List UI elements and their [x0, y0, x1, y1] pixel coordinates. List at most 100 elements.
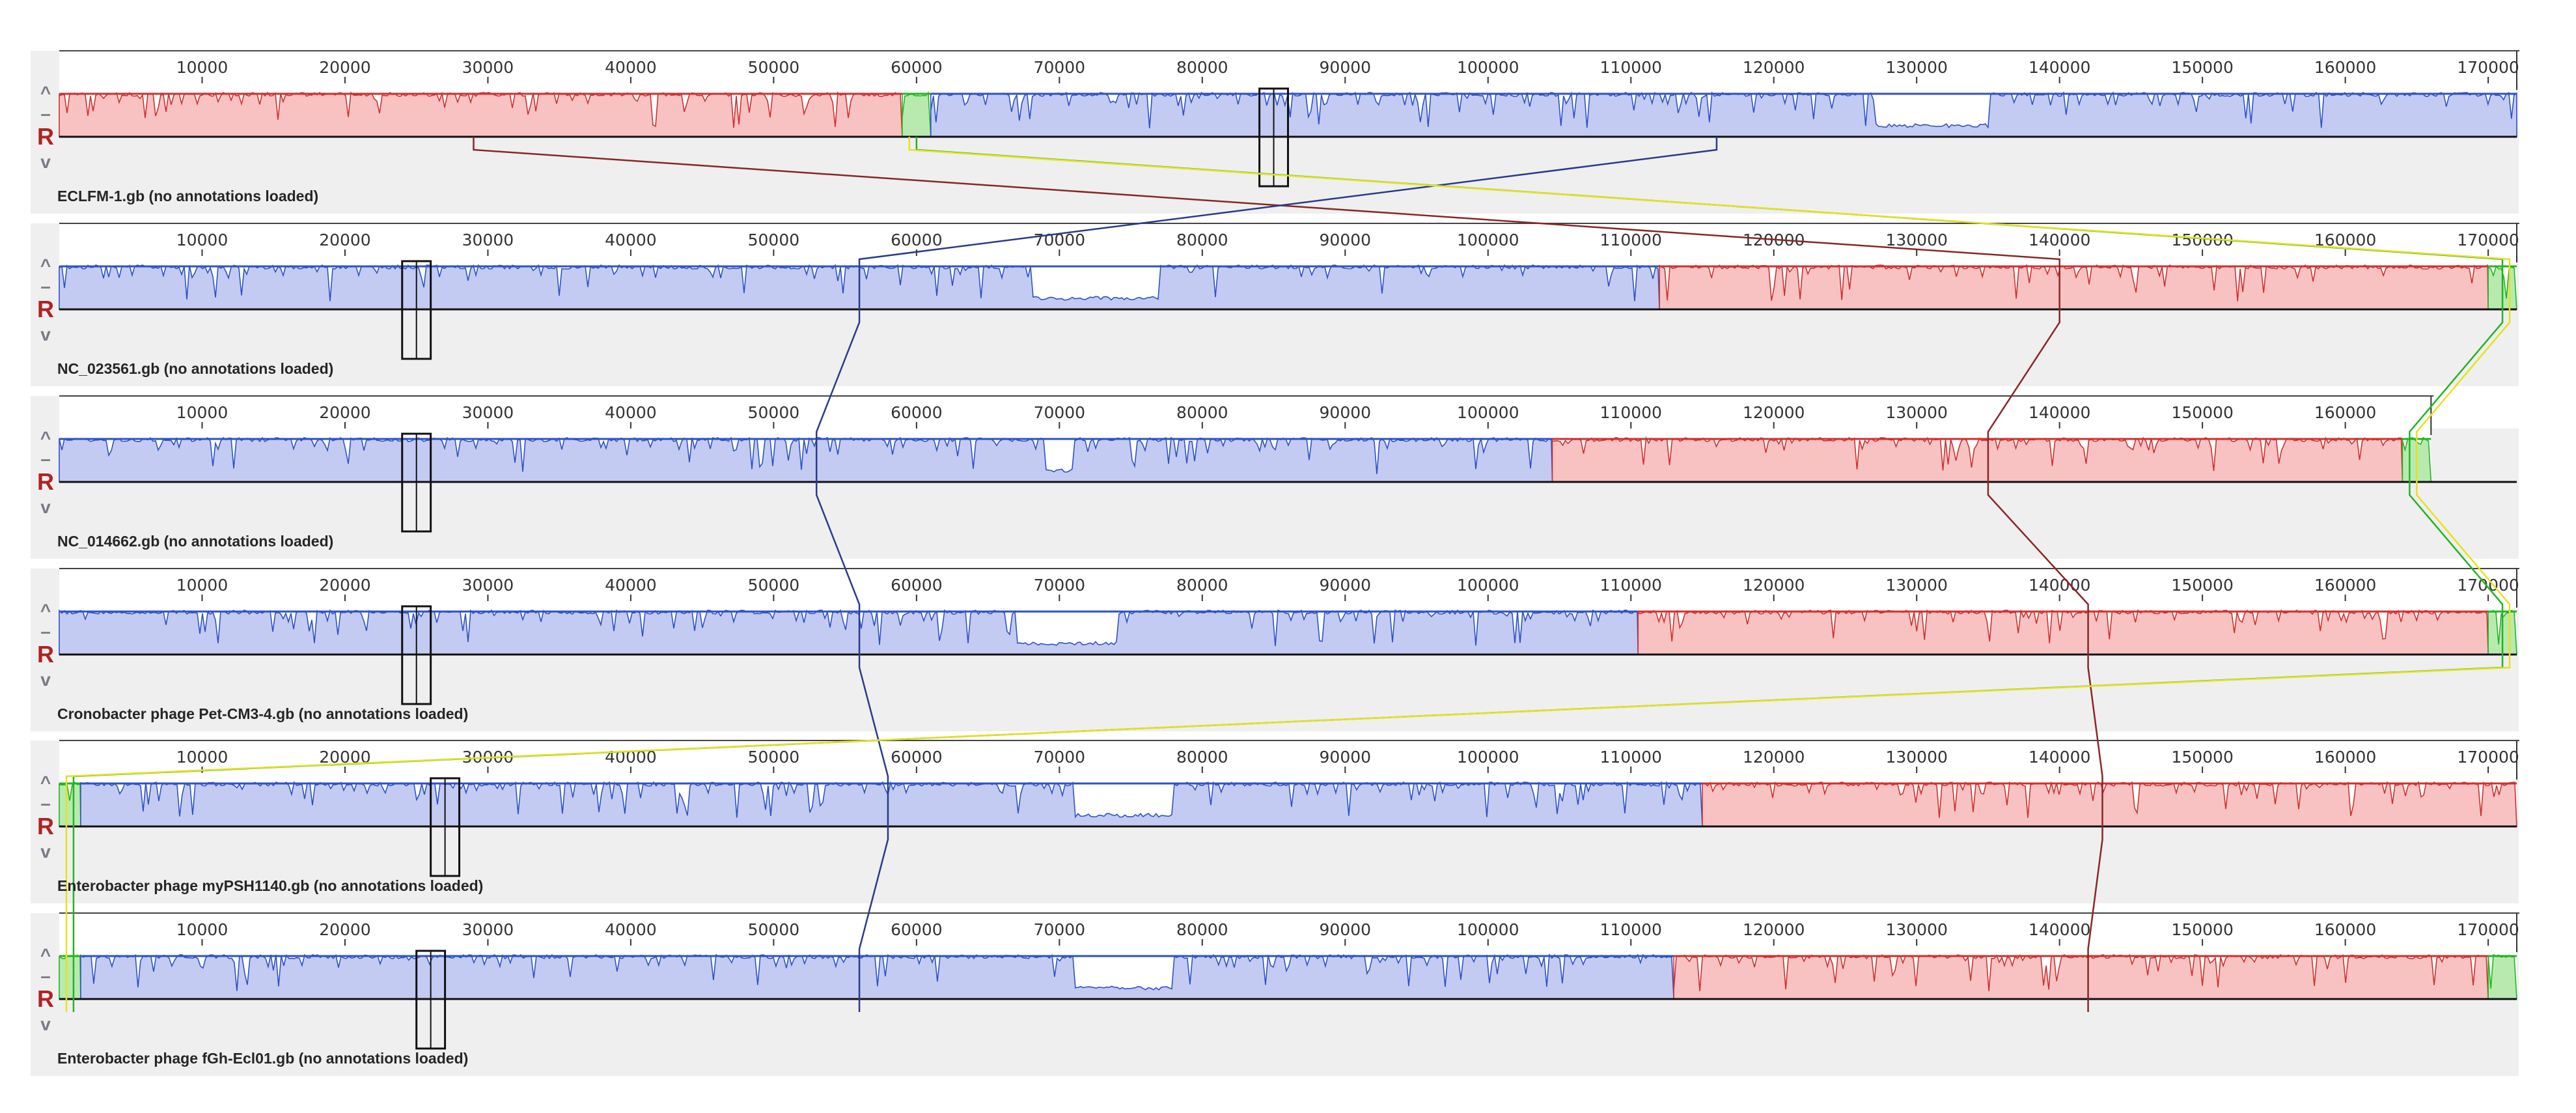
expand-up-icon[interactable]: ^ [40, 945, 51, 965]
minus-icon[interactable]: – [40, 966, 51, 986]
ruler-tick-label: 170000 [2457, 58, 2519, 77]
collapse-down-icon[interactable]: v [40, 1014, 51, 1034]
expand-up-icon[interactable]: ^ [40, 772, 51, 793]
ruler-tick-label: 130000 [1885, 920, 1947, 939]
lcb-block-green [902, 91, 932, 137]
ruler-tick-label: 130000 [1885, 576, 1947, 595]
ruler-tick-label: 90000 [1320, 748, 1372, 767]
ruler-tick-label: 60000 [891, 231, 943, 249]
ruler-tick-label: 70000 [1034, 748, 1086, 767]
ruler-tick-label: 60000 [891, 920, 943, 939]
ruler-tick-label: 50000 [748, 576, 800, 595]
ruler-tick-label: 90000 [1320, 576, 1372, 595]
collapse-down-icon[interactable]: v [40, 152, 51, 172]
expand-up-icon[interactable]: ^ [40, 83, 51, 103]
ruler-tick-label: 120000 [1743, 576, 1805, 595]
collapse-down-icon[interactable]: v [40, 841, 51, 862]
ruler-tick-label: 100000 [1457, 920, 1519, 939]
reverse-button[interactable]: R [37, 641, 54, 668]
expand-up-icon[interactable]: ^ [40, 600, 51, 621]
ruler-tick-label: 90000 [1320, 920, 1372, 939]
ruler-band [59, 223, 2519, 256]
ruler-tick-label: 40000 [605, 920, 657, 939]
ruler-tick-label: 130000 [1885, 231, 1947, 249]
ruler-tick-label: 10000 [176, 403, 229, 422]
reverse-button[interactable]: R [37, 985, 54, 1012]
lcb-block-red [1551, 436, 2403, 483]
ruler-tick-label: 80000 [1176, 920, 1228, 939]
genome-label: Enterobacter phage fGh-Ecl01.gb (no anno… [57, 1050, 469, 1067]
ruler-tick-label: 140000 [2029, 920, 2090, 939]
lcb-block-red [59, 91, 903, 137]
ruler-tick-label: 120000 [1743, 58, 1805, 77]
ruler-tick-label: 100000 [1457, 403, 1519, 422]
ruler-tick-label: 20000 [319, 920, 371, 939]
ruler-tick-label: 120000 [1743, 403, 1805, 422]
ruler-tick-label: 80000 [1176, 748, 1228, 767]
ruler-tick-label: 90000 [1320, 58, 1372, 77]
minus-icon[interactable]: – [40, 104, 51, 124]
ruler-tick-label: 100000 [1457, 231, 1519, 249]
ruler-tick-label: 110000 [1600, 403, 1662, 422]
lcb-block-green [59, 954, 81, 1000]
ruler-tick-label: 10000 [176, 576, 229, 595]
ruler-tick-label: 10000 [176, 58, 229, 77]
ruler-tick-label: 140000 [2029, 231, 2090, 249]
ruler-tick-label: 170000 [2457, 748, 2519, 767]
ruler-tick-label: 150000 [2171, 920, 2233, 939]
ruler-tick-label: 80000 [1176, 58, 1228, 77]
ruler-tick-label: 20000 [319, 58, 371, 77]
lcb-block-red [1637, 609, 2489, 655]
minus-icon[interactable]: – [40, 621, 51, 641]
ruler-tick-label: 140000 [2029, 748, 2090, 767]
ruler-tick-label: 110000 [1600, 58, 1662, 77]
ruler-tick-label: 150000 [2171, 58, 2233, 77]
ruler-tick-label: 140000 [2029, 576, 2090, 595]
ruler-tick-label: 120000 [1743, 920, 1805, 939]
ruler-tick-label: 50000 [748, 920, 800, 939]
ruler-tick-label: 110000 [1600, 748, 1662, 767]
ruler-tick-label: 30000 [462, 58, 514, 77]
ruler-tick-label: 150000 [2171, 576, 2233, 595]
collapse-down-icon[interactable]: v [40, 324, 51, 345]
ruler-tick-label: 130000 [1885, 403, 1947, 422]
ruler-tick-label: 20000 [319, 576, 371, 595]
ruler-tick-label: 160000 [2314, 576, 2376, 595]
expand-up-icon[interactable]: ^ [40, 428, 51, 448]
ruler-tick-label: 20000 [319, 231, 371, 249]
ruler-tick-label: 160000 [2314, 58, 2376, 77]
ruler-tick-label: 10000 [176, 920, 229, 939]
collapse-down-icon[interactable]: v [40, 669, 51, 690]
ruler-tick-label: 130000 [1885, 58, 1947, 77]
collapse-down-icon[interactable]: v [40, 497, 51, 517]
ruler-tick-label: 130000 [1885, 748, 1947, 767]
ruler-tick-label: 10000 [176, 748, 229, 767]
ruler-tick-label: 90000 [1320, 231, 1372, 249]
ruler-tick-label: 50000 [748, 748, 800, 767]
lcb-connector-yellow [65, 137, 2511, 1012]
ruler-tick-label: 50000 [748, 231, 800, 249]
minus-icon[interactable]: – [40, 449, 51, 469]
lcb-connector-navy [815, 137, 1718, 1012]
reverse-button[interactable]: R [37, 468, 54, 495]
genome-label: ECLFM-1.gb (no annotations loaded) [57, 188, 319, 204]
ruler-tick-label: 70000 [1034, 576, 1086, 595]
reverse-button[interactable]: R [37, 813, 54, 839]
expand-up-icon[interactable]: ^ [40, 255, 51, 275]
minus-icon[interactable]: – [40, 793, 51, 813]
minus-icon[interactable]: – [40, 276, 51, 296]
ruler-tick-label: 70000 [1034, 403, 1086, 422]
ruler-tick-label: 90000 [1320, 403, 1372, 422]
ruler-band [59, 569, 2519, 601]
reverse-button[interactable]: R [37, 296, 54, 322]
ruler-tick-label: 30000 [462, 231, 514, 249]
reverse-button[interactable]: R [37, 123, 54, 150]
lcb-block-blue [59, 609, 1639, 655]
ruler-tick-label: 110000 [1600, 576, 1662, 595]
lcb-block-blue [80, 953, 1674, 1000]
lcb-connector-brown [473, 137, 2103, 1012]
ruler-tick-label: 170000 [2457, 231, 2519, 249]
ruler-tick-label: 170000 [2457, 920, 2519, 939]
